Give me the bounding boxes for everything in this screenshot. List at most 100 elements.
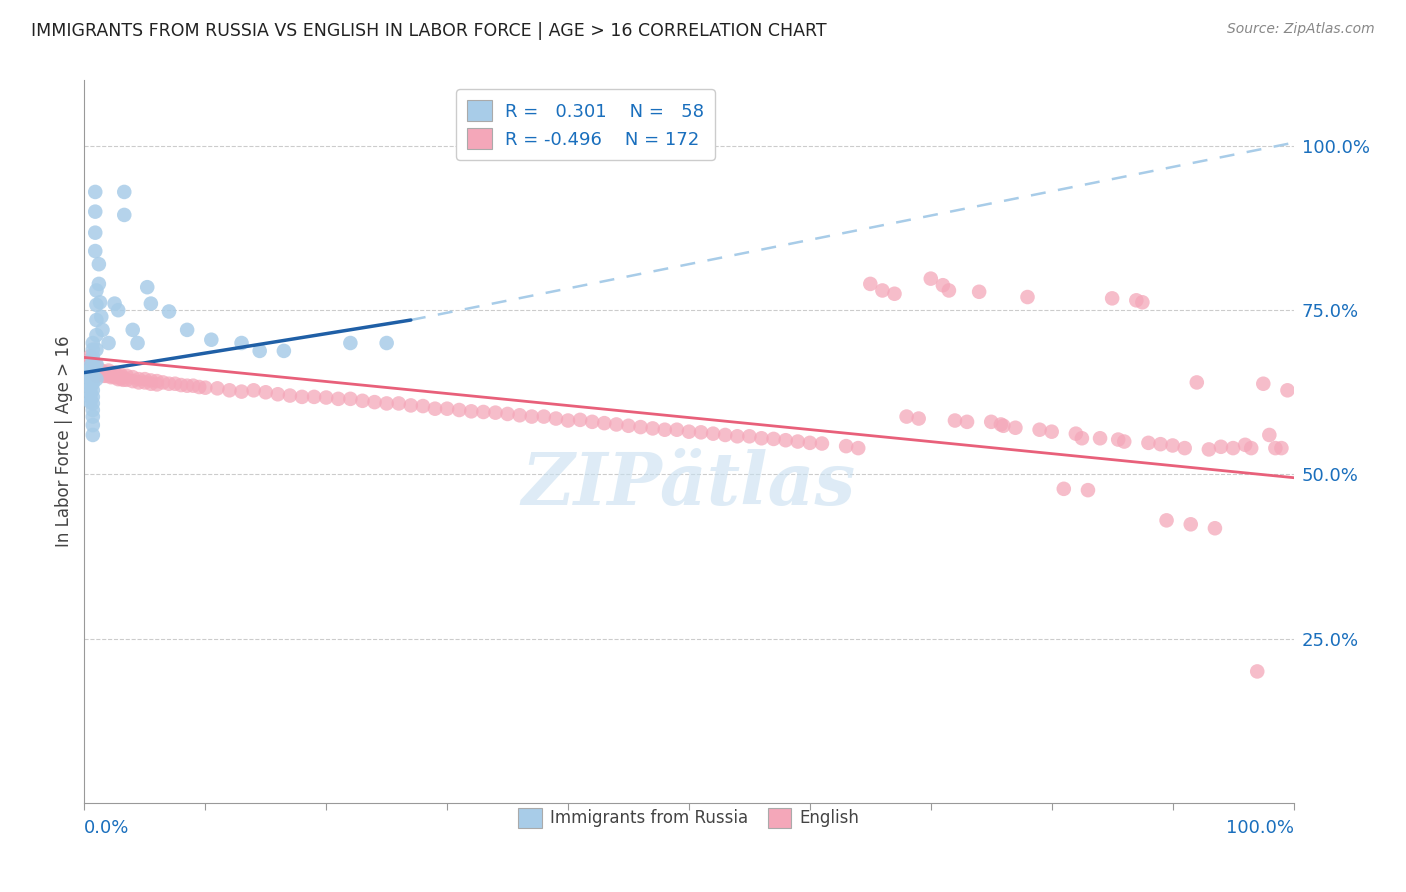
Point xyxy=(775,434,797,448)
Point xyxy=(128,372,150,386)
Point xyxy=(194,381,217,395)
Point xyxy=(176,378,198,392)
Point xyxy=(146,374,169,388)
Point xyxy=(665,423,688,437)
Point xyxy=(87,277,110,291)
Point xyxy=(110,371,132,385)
Point xyxy=(339,336,361,351)
Point xyxy=(1161,438,1184,452)
Point xyxy=(82,403,104,417)
Point xyxy=(97,363,120,377)
Point xyxy=(82,396,104,410)
Point xyxy=(496,407,519,421)
Point xyxy=(86,372,108,386)
Point xyxy=(1149,437,1171,451)
Point xyxy=(82,418,104,433)
Point xyxy=(82,336,104,351)
Point xyxy=(86,343,108,357)
Point xyxy=(1107,433,1129,447)
Point xyxy=(89,295,111,310)
Point xyxy=(315,391,337,405)
Point xyxy=(79,368,101,383)
Point xyxy=(654,423,676,437)
Point xyxy=(86,284,108,298)
Point xyxy=(134,372,156,386)
Point xyxy=(1053,482,1076,496)
Point xyxy=(107,303,129,318)
Point xyxy=(1185,376,1208,390)
Point xyxy=(82,349,104,363)
Point xyxy=(90,363,112,377)
Point xyxy=(641,421,664,435)
Point xyxy=(1028,423,1050,437)
Point xyxy=(1156,513,1178,527)
Point xyxy=(79,395,101,409)
Point xyxy=(846,441,869,455)
Point xyxy=(82,376,104,391)
Point xyxy=(79,349,101,363)
Point xyxy=(938,284,960,298)
Point xyxy=(152,376,174,390)
Point xyxy=(786,434,808,449)
Y-axis label: In Labor Force | Age > 16: In Labor Force | Age > 16 xyxy=(55,335,73,548)
Point xyxy=(87,257,110,271)
Text: 0.0%: 0.0% xyxy=(84,819,129,838)
Text: IMMIGRANTS FROM RUSSIA VS ENGLISH IN LABOR FORCE | AGE > 16 CORRELATION CHART: IMMIGRANTS FROM RUSSIA VS ENGLISH IN LAB… xyxy=(31,22,827,40)
Point xyxy=(121,374,143,388)
Point xyxy=(363,395,385,409)
Point xyxy=(100,368,122,383)
Point xyxy=(1240,441,1263,455)
Point xyxy=(678,425,700,439)
Text: 100.0%: 100.0% xyxy=(1226,819,1294,838)
Point xyxy=(97,368,120,382)
Point xyxy=(557,413,579,427)
Point xyxy=(1071,431,1094,445)
Point xyxy=(79,362,101,376)
Point xyxy=(725,429,748,443)
Point xyxy=(82,343,104,357)
Text: ZIPätlas: ZIPätlas xyxy=(522,450,856,520)
Point xyxy=(956,415,979,429)
Point xyxy=(242,384,264,398)
Point xyxy=(1114,434,1136,449)
Point xyxy=(83,359,105,373)
Point xyxy=(107,372,129,386)
Point xyxy=(218,384,240,398)
Point xyxy=(104,296,127,310)
Point xyxy=(1101,291,1123,305)
Point xyxy=(436,401,458,416)
Point xyxy=(79,366,101,380)
Point xyxy=(136,280,159,294)
Point xyxy=(1264,441,1286,455)
Point xyxy=(1234,438,1257,452)
Point xyxy=(738,429,761,443)
Point xyxy=(231,336,253,351)
Point xyxy=(1017,290,1039,304)
Point xyxy=(993,418,1015,433)
Point xyxy=(79,376,101,391)
Point xyxy=(690,425,713,440)
Point xyxy=(86,368,108,383)
Point xyxy=(188,380,211,394)
Point xyxy=(90,310,112,324)
Point xyxy=(94,368,117,383)
Point xyxy=(302,390,325,404)
Point xyxy=(157,304,180,318)
Point xyxy=(86,313,108,327)
Point xyxy=(617,418,640,433)
Point xyxy=(87,366,110,380)
Point xyxy=(100,370,122,384)
Point xyxy=(80,354,103,368)
Point xyxy=(83,362,105,376)
Point xyxy=(339,392,361,406)
Point xyxy=(273,343,295,358)
Point xyxy=(86,357,108,371)
Point xyxy=(200,333,222,347)
Point xyxy=(1137,435,1160,450)
Point xyxy=(82,384,104,398)
Point xyxy=(1209,440,1232,454)
Point xyxy=(1246,665,1268,679)
Point xyxy=(907,411,929,425)
Point xyxy=(104,370,127,384)
Point xyxy=(249,343,271,358)
